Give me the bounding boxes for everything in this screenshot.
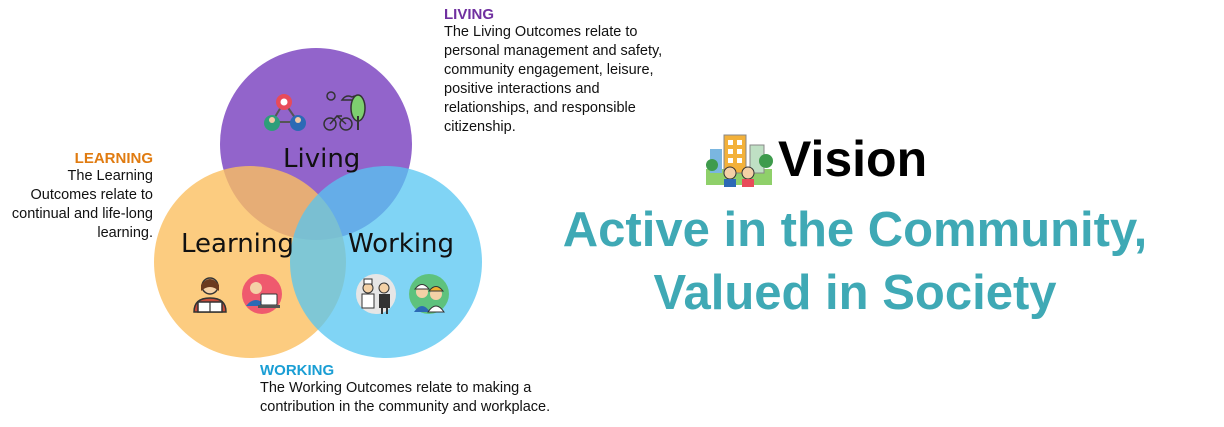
- working-circle: [290, 166, 482, 358]
- working-circle-label: Working: [348, 229, 455, 259]
- living-description: LIVING The Living Outcomes relate to per…: [444, 6, 684, 137]
- learning-title: LEARNING: [74, 150, 153, 167]
- park-bicycle-icon: [323, 91, 366, 131]
- living-text: The Living Outcomes relate to personal m…: [444, 24, 663, 135]
- chef-waiter-icon: [356, 274, 396, 314]
- working-text: The Working Outcomes relate to making a …: [260, 380, 551, 415]
- working-title: WORKING: [260, 362, 335, 379]
- community-city-icon: [706, 134, 773, 187]
- vision-heading: Vision: [704, 130, 927, 188]
- vision-title: Vision: [778, 131, 928, 187]
- vision-headline-line2: Valued in Society: [653, 266, 1057, 320]
- working-description: WORKING The Working Outcomes relate to m…: [260, 362, 600, 417]
- workers-icon: [409, 274, 449, 314]
- vision-headline-line1: Active in the Community,: [562, 203, 1148, 257]
- learning-circle-label: Learning: [181, 229, 294, 259]
- people-network-icon: [264, 94, 306, 131]
- living-title: LIVING: [444, 6, 495, 23]
- living-circle-label: Living: [283, 144, 361, 174]
- learning-description: LEARNING The Learning Outcomes relate to…: [10, 150, 153, 243]
- laptop-learner-icon: [242, 274, 282, 314]
- venn-diagram: [154, 48, 482, 358]
- learning-text: The Learning Outcomes relate to continua…: [11, 168, 153, 241]
- reading-person-icon: [193, 277, 227, 313]
